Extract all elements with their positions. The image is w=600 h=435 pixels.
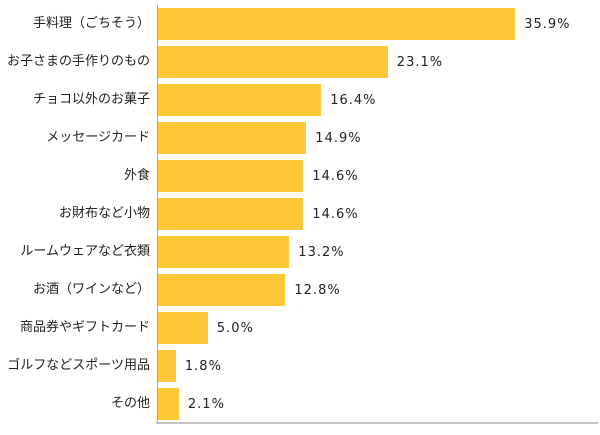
value-label: 5.0% [216,320,254,336]
category-label: 商品券やギフトカード [19,319,150,335]
bar-row: 商品券やギフトカード 5.0% [0,309,600,347]
bar [158,388,179,420]
category-label: ルームウェアなど衣類 [20,243,150,259]
bar-row: チョコ以外のお菓子 16.4% [0,81,600,119]
category-label: お酒（ワインなど） [32,281,150,297]
bar [158,8,516,40]
bar-area: 1.8% [158,350,600,382]
bar-row: ルームウェアなど衣類 13.2% [0,233,600,271]
bar-row: ゴルフなどスポーツ用品 1.8% [0,347,600,385]
value-label: 12.8% [294,282,341,298]
category-label: メッセージカード [46,129,150,145]
value-label: 2.1% [187,396,225,412]
bar [158,198,304,230]
bar [158,350,176,382]
category-label: チョコ以外のお菓子 [32,91,150,107]
bar-area: 12.8% [158,274,600,306]
bar [158,122,307,154]
category-label: 手料理（ごちそう） [32,15,150,31]
bar [158,84,322,116]
category-label: お財布など小物 [58,205,150,221]
bar-area: 5.0% [158,312,600,344]
category-label: ゴルフなどスポーツ用品 [7,357,150,373]
bar-area: 35.9% [158,8,600,40]
bar [158,160,304,192]
x-axis-line [156,422,598,424]
value-label: 23.1% [396,54,444,70]
category-label: お子さまの手作りのもの [6,53,150,69]
category-label: 外食 [123,167,150,183]
bar-area: 23.1% [158,46,600,78]
bar-area: 13.2% [158,236,600,268]
category-label: その他 [110,395,150,411]
value-label: 1.8% [184,358,222,374]
y-axis-line [157,5,158,423]
value-label: 16.4% [330,92,377,108]
bar [158,312,208,344]
bar [158,46,388,78]
value-label: 13.2% [298,244,345,260]
bar-row: お酒（ワインなど） 12.8% [0,271,600,309]
bar-row: お子さまの手作りのもの 23.1% [0,43,600,81]
value-label: 14.6% [312,168,359,184]
bar-row: お財布など小物 14.6% [0,195,600,233]
bar-row: 外食 14.6% [0,157,600,195]
bar [158,236,290,268]
bar [158,274,286,306]
bar-area: 16.4% [158,84,600,116]
value-label: 14.9% [315,130,362,146]
bar-area: 14.6% [158,160,600,192]
value-label: 35.9% [524,16,571,32]
value-label: 14.6% [312,206,359,222]
bar-area: 14.9% [158,122,600,154]
bar-row: 手料理（ごちそう） 35.9% [0,5,600,43]
bar-row: メッセージカード 14.9% [0,119,600,157]
bar-area: 14.6% [158,198,600,230]
bar-row: その他 2.1% [0,385,600,423]
bar-area: 2.1% [158,388,600,420]
bar-rows: 手料理（ごちそう） 35.9% お子さまの手作りのもの 23.1% チョコ以外の… [0,5,600,423]
